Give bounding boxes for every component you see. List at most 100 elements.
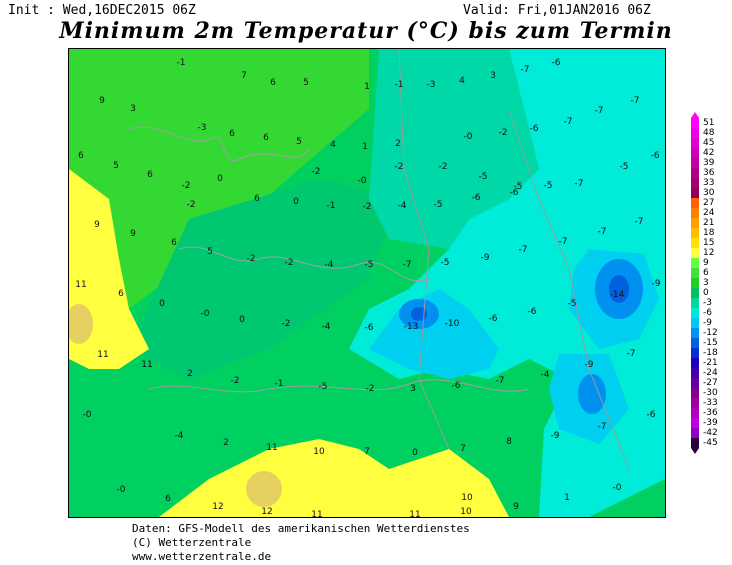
legend-value: 3 <box>703 278 709 288</box>
border-line-2 <box>398 49 450 450</box>
map-value-label: -7 <box>520 65 530 75</box>
legend-value: 24 <box>703 208 715 218</box>
legend-swatch <box>691 218 699 228</box>
map-value-label: -0 <box>357 176 367 186</box>
map-value-label: -3 <box>426 80 436 90</box>
map-value-label: -9 <box>584 360 594 370</box>
map-value-label: -2 <box>230 376 240 386</box>
cold-core-east-inner <box>609 275 629 303</box>
legend-arrow-up <box>691 112 699 118</box>
map-value-label: -9 <box>651 279 661 289</box>
map-value-label: 9 <box>130 229 136 239</box>
map-value-label: -7 <box>518 245 528 255</box>
map-value-label: -2 <box>498 128 508 138</box>
map-value-label: -5 <box>513 182 523 192</box>
map-value-label: -13 <box>403 322 419 332</box>
map-value-label: -0 <box>612 483 622 493</box>
map-value-label: 12 <box>261 507 273 517</box>
legend-swatch <box>691 428 699 438</box>
legend-value: -3 <box>703 298 712 308</box>
map-value-label: -2 <box>394 162 404 172</box>
legend-swatch <box>691 308 699 318</box>
legend-value: -18 <box>703 348 718 358</box>
legend-value: 39 <box>703 158 715 168</box>
legend-swatch <box>691 438 699 448</box>
map-value-label: -7 <box>402 260 412 270</box>
legend-value: -36 <box>703 408 718 418</box>
map-value-label: -4 <box>540 370 550 380</box>
map-value-label: -7 <box>558 237 568 247</box>
map-value-label: -2 <box>281 319 291 329</box>
valid-time: Valid: Fri,01JAN2016 06Z <box>463 3 651 18</box>
map-value-label: -7 <box>597 422 607 432</box>
map-value-label: 0 <box>293 197 299 207</box>
border-line <box>148 379 530 393</box>
legend-value: 27 <box>703 198 715 208</box>
legend-value: -24 <box>703 368 718 378</box>
legend-swatch <box>691 318 699 328</box>
map-value-label: -6 <box>646 410 656 420</box>
map-value-label: 0 <box>159 299 165 309</box>
legend-value: -39 <box>703 418 718 428</box>
map-value-label: -5 <box>318 382 328 392</box>
map-value-label: -1 <box>274 379 284 389</box>
warm-core-west <box>69 304 93 344</box>
map-value-label: -0 <box>463 132 473 142</box>
legend-value: -21 <box>703 358 718 368</box>
map-value-label: 10 <box>460 507 472 517</box>
map-value-label: -7 <box>597 227 607 237</box>
map-value-label: -2 <box>246 254 256 264</box>
legend-swatch <box>691 378 699 388</box>
map-value-label: 3 <box>410 384 416 394</box>
legend-value: -12 <box>703 328 718 338</box>
map-value-label: 7 <box>364 447 370 457</box>
legend-swatch <box>691 188 699 198</box>
map-value-label: -4 <box>324 260 334 270</box>
legend-swatch <box>691 248 699 258</box>
legend-swatch <box>691 278 699 288</box>
legend-value: -42 <box>703 428 718 438</box>
map-value-label: 3 <box>490 71 496 81</box>
map-value-label: -5 <box>433 200 443 210</box>
footer-copyright: (C) Wetterzentrale <box>132 536 252 549</box>
legend-value: -27 <box>703 378 718 388</box>
temperature-map: -1 7 6 5 1 -1 -3 4 3 -7 -6 9 3 -3 6 6 5 4 1 2 -0 -2 -6 -7 -7 -7 6 5… <box>68 48 666 518</box>
map-value-label: 10 <box>461 493 473 503</box>
map-value-label: 11 <box>409 510 421 518</box>
map-value-label: 12 <box>212 502 224 512</box>
map-value-label: 1 <box>564 493 570 503</box>
legend-swatch <box>691 198 699 208</box>
legend-swatch <box>691 348 699 358</box>
legend-value: 15 <box>703 238 715 248</box>
legend-value: 0 <box>703 288 709 298</box>
color-legend: 51 48 45 42 39 36 33 30 27 24 21 18 15 12 9 6 3 0 -3 -6 -9 -1… <box>689 112 729 457</box>
legend-swatch <box>691 328 699 338</box>
map-value-label: -6 <box>451 381 461 391</box>
map-value-label: -6 <box>471 193 481 203</box>
legend-value: 6 <box>703 268 709 278</box>
legend-value: -33 <box>703 398 718 408</box>
cold-core-center-inner <box>411 307 427 321</box>
map-value-label: 9 <box>513 502 519 512</box>
map-value-label: -2 <box>181 181 191 191</box>
map-value-label: 8 <box>506 437 512 447</box>
map-value-label: 2 <box>395 139 401 149</box>
map-value-label: -6 <box>488 314 498 324</box>
legend-value: 51 <box>703 118 715 128</box>
map-value-label: 9 <box>94 220 100 230</box>
map-value-label: -2 <box>311 167 321 177</box>
map-value-label: -0 <box>82 410 92 420</box>
map-value-label: 0 <box>217 174 223 184</box>
map-value-label: -5 <box>567 299 577 309</box>
map-value-label: -2 <box>362 202 372 212</box>
legend-value: -45 <box>703 438 718 448</box>
legend-bar <box>691 118 699 448</box>
legend-value: 42 <box>703 148 715 158</box>
map-value-label: -5 <box>364 260 374 270</box>
map-value-label: -2 <box>365 384 375 394</box>
map-value-label: -6 <box>527 307 537 317</box>
map-value-label: -14 <box>609 290 625 300</box>
footer-url[interactable]: www.wetterzentrale.de <box>132 550 272 563</box>
map-value-label: 4 <box>330 140 336 150</box>
legend-swatch <box>691 288 699 298</box>
